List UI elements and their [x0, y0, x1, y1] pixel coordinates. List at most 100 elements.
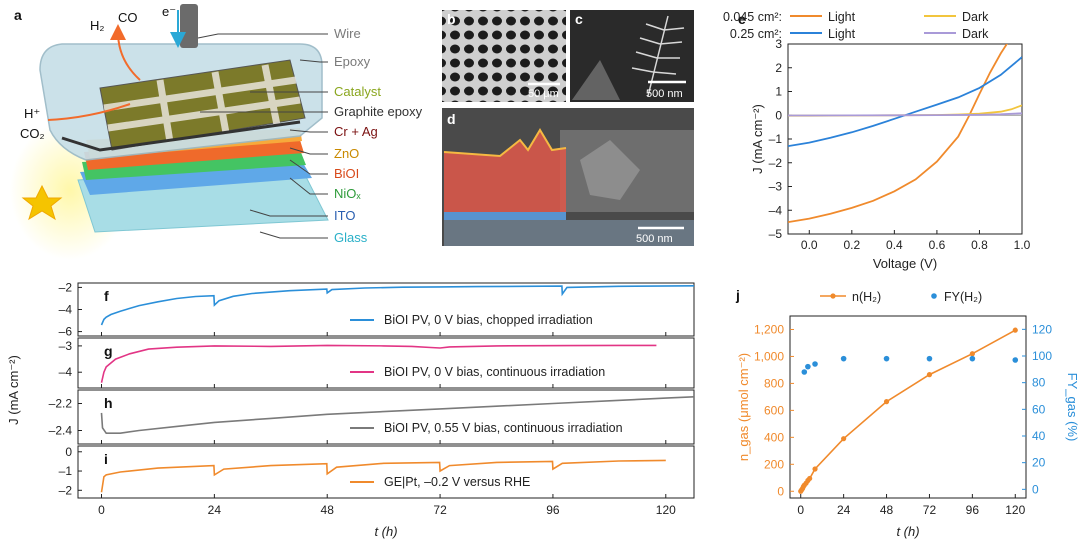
j-ytick-left-label-0: 0 — [777, 484, 784, 498]
e-xtick-label-0: 0.0 — [801, 238, 818, 252]
j-fy-point — [926, 355, 933, 362]
fi-legend-h: BiOI PV, 0.55 V bias, continuous irradia… — [384, 421, 623, 435]
j-fy-point — [801, 369, 808, 375]
fi-legend-g: BiOI PV, 0 V bias, continuous irradiatio… — [384, 365, 605, 379]
e-legend-light-1: Light — [828, 27, 856, 41]
j-ytick-left-label-4: 800 — [764, 376, 784, 390]
layer-label-7: NiOₓ — [334, 186, 361, 201]
j-ytick-right-label-5: 100 — [1032, 349, 1052, 363]
callout-line-8 — [249, 209, 328, 217]
panel-letter-b: b — [447, 11, 456, 27]
e-series-3 — [788, 112, 1022, 117]
fi-frame-i — [77, 445, 695, 499]
j-n-point — [807, 475, 813, 482]
layer-label-6: BiOI — [334, 166, 359, 181]
j-ytick-left-label-1: 200 — [764, 457, 784, 471]
j-xtick-label-5: 120 — [1005, 503, 1025, 517]
fi-xtick-label-4: 96 — [546, 503, 560, 517]
j-ytick-right-label-1: 20 — [1032, 456, 1046, 470]
e-xlabel: Voltage (V) — [873, 256, 937, 271]
scale-label-b: 50 μm — [528, 88, 559, 100]
fi-frame-f — [77, 282, 695, 337]
graphite-epoxy-edge — [61, 120, 301, 152]
fi-xtick-label-0: 0 — [98, 503, 105, 517]
fi-ytick-label-f-0: –2 — [59, 280, 73, 294]
j-fy-point — [883, 355, 890, 362]
e-xtick-label-3: 0.6 — [929, 238, 946, 252]
e-plot-area: 0.0 0.2 0.4 0.6 0.8 1.0 3 2 1 0 –1 –2 –3 –4 –5 Voltage … — [750, 37, 1031, 271]
layer-label-5: ZnO — [334, 146, 359, 161]
e-legend: 0.045 cm²: 0.25 cm²: Light Dark Light Dark — [723, 10, 989, 41]
j-ylabel-left: n_gas (μmol cm⁻²) — [736, 353, 751, 461]
j-xtick-label-3: 72 — [923, 503, 937, 517]
callout-line-6 — [289, 159, 328, 175]
e-ytick-label-4: –1 — [769, 132, 783, 146]
j-ylabel-right: FY_gas (%) — [1065, 373, 1080, 442]
j-fy-point — [969, 355, 976, 362]
panel-letter-h: h — [104, 395, 113, 411]
j-fy-point — [840, 355, 847, 362]
co-label: CO — [118, 10, 138, 25]
j-n-point — [926, 372, 933, 378]
j-ytick-left-label-2: 400 — [764, 430, 784, 444]
j-fy-point — [1012, 357, 1019, 363]
fi-legend-f: BiOI PV, 0 V bias, chopped irradiation — [384, 313, 593, 327]
j-xtick-label-1: 24 — [837, 503, 851, 517]
wire — [180, 4, 198, 48]
fi-xtick-label-1: 24 — [208, 503, 222, 517]
j-ytick-right-label-4: 80 — [1032, 376, 1046, 390]
layer-label-4: Cr + Ag — [334, 124, 378, 139]
callout-line-9 — [259, 231, 328, 239]
fi-series-i — [100, 459, 666, 493]
callout-line-5 — [289, 147, 328, 155]
e-ylabel: J (mA cm⁻²) — [750, 104, 765, 174]
fi-series-f — [100, 285, 694, 326]
layer-label-2: Catalyst — [334, 84, 381, 99]
e-xtick-label-1: 0.2 — [843, 238, 860, 252]
fi-frame-h — [77, 389, 695, 445]
e-xtick-label-5: 1.0 — [1014, 238, 1031, 252]
j-n-point — [841, 436, 847, 442]
e-ytick-label-5: –2 — [769, 156, 783, 170]
h2-label: H₂ — [90, 18, 104, 33]
fi-ytick-label-g-1: –4 — [59, 365, 73, 379]
fi-xtick-label-2: 48 — [321, 503, 335, 517]
e-ytick-label-1: 2 — [775, 61, 782, 75]
fi-ytick-label-f-2: –6 — [59, 325, 73, 339]
fi-legend-i: GE|Pt, –0.2 V versus RHE — [384, 475, 530, 489]
j-xtick-label-4: 96 — [966, 503, 980, 517]
bioi-region — [444, 130, 566, 212]
niox-layer — [82, 150, 306, 180]
fi-ytick-label-i-1: –1 — [59, 464, 73, 478]
j-fy-point — [805, 363, 811, 370]
e-legend-dark-1: Dark — [962, 27, 989, 41]
fi-ytick-label-i-2: –2 — [59, 483, 73, 497]
fi-ytick-label-g-0: –3 — [59, 339, 73, 353]
e-ytick-label-2: 1 — [775, 85, 782, 99]
fi-xtick-label-3: 72 — [433, 503, 447, 517]
j-n-point — [1012, 327, 1018, 333]
j-ytick-right-label-0: 0 — [1032, 482, 1039, 496]
fi-xlabel: t (h) — [374, 524, 397, 539]
j-ytick-left-label-6: 1,200 — [754, 322, 784, 336]
layer-label-9: Glass — [334, 230, 368, 245]
e-xtick-label-2: 0.4 — [886, 238, 903, 252]
panel-letter-j: j — [735, 287, 740, 303]
bioi-layer — [84, 140, 304, 170]
gas-chart: j 0 24 48 72 96 120 0 200 400 600 800 1,000 1,200 0 20… — [735, 287, 1080, 539]
fi-ytick-label-h-1: –2.4 — [49, 424, 73, 438]
device-schematic: a H₂ CO — [10, 4, 423, 260]
j-n-line — [800, 329, 1016, 492]
layer-label-3: Graphite epoxy — [334, 104, 423, 119]
j-legend-n-marker — [830, 293, 836, 299]
j-legend-fy: FY(H₂) — [944, 290, 982, 304]
e-legend-area-1: 0.045 cm²: — [723, 10, 782, 24]
j-n-point — [812, 466, 818, 472]
j-ytick-right-label-3: 60 — [1032, 402, 1046, 416]
j-ytick-left-label-5: 1,000 — [754, 349, 784, 363]
j-xtick-label-0: 0 — [797, 503, 804, 517]
panel-letter-f: f — [104, 288, 109, 304]
callout-line-0 — [197, 33, 328, 39]
